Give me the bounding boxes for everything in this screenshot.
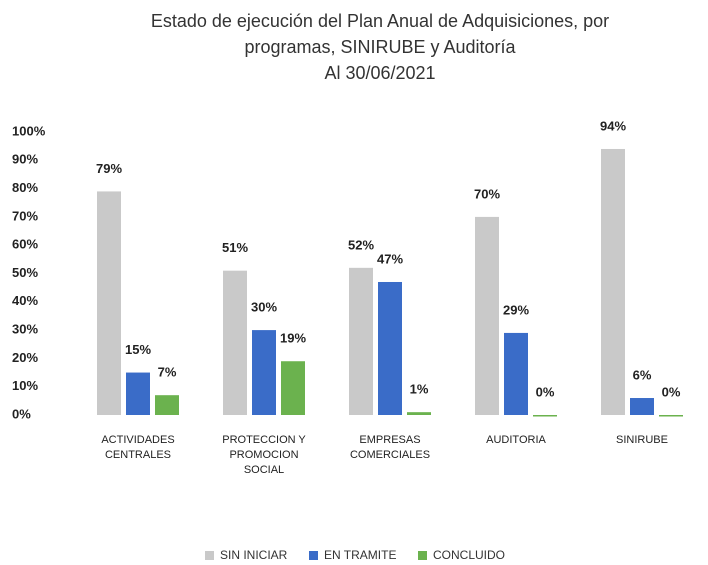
bar <box>126 372 150 415</box>
chart-title: Estado de ejecución del Plan Anual de Ad… <box>150 11 610 57</box>
x-tick-label: PROTECCION Y PROMOCION SOCIAL <box>222 434 306 476</box>
y-tick-label: 10% <box>12 378 38 393</box>
data-label: 0% <box>536 384 555 399</box>
data-label: 7% <box>158 365 177 380</box>
legend-swatch <box>205 550 214 560</box>
bar <box>378 281 402 415</box>
bar <box>252 330 276 415</box>
data-label: 19% <box>280 331 306 346</box>
legend-label: EN TRAMITE <box>324 548 397 562</box>
data-label: 70% <box>474 186 500 201</box>
bar <box>155 395 179 415</box>
x-tick-label: SINIRUBE <box>616 434 668 446</box>
bar <box>407 412 431 415</box>
bar <box>97 191 121 415</box>
y-tick-label: 70% <box>12 208 38 223</box>
x-tick-label: EMPRESAS COMERCIALES <box>349 434 431 461</box>
bar <box>659 415 683 417</box>
data-label: 1% <box>410 382 429 397</box>
y-tick-label: 100% <box>12 123 46 138</box>
data-label: 79% <box>96 161 122 176</box>
data-label: 6% <box>633 367 652 382</box>
y-tick-label: 60% <box>12 237 38 252</box>
y-tick-label: 90% <box>12 152 38 167</box>
x-tick-label: AUDITORIA <box>486 434 546 446</box>
data-label: 15% <box>125 342 151 357</box>
data-label: 94% <box>600 118 626 133</box>
bar <box>504 332 528 415</box>
bar <box>475 216 499 415</box>
y-tick-label: 40% <box>12 293 38 308</box>
bar <box>601 148 625 416</box>
data-label: 51% <box>222 240 248 255</box>
legend-item: CONCLUIDO <box>418 548 505 562</box>
legend-label: CONCLUIDO <box>433 548 506 562</box>
y-tick-label: 0% <box>12 406 31 421</box>
x-tick-label: ACTIVIDADES CENTRALES <box>101 434 175 461</box>
chart-subtitle: Al 30/06/2021 <box>324 63 436 83</box>
y-tick-label: 30% <box>12 322 38 337</box>
data-label: 47% <box>377 251 403 266</box>
bar <box>533 415 557 417</box>
bar <box>223 270 247 415</box>
data-label: 29% <box>503 302 529 317</box>
bar <box>281 361 305 415</box>
legend-item: SIN INICIAR <box>205 548 287 562</box>
bar <box>349 267 373 415</box>
y-tick-label: 50% <box>12 265 38 280</box>
y-tick-label: 20% <box>12 350 38 365</box>
data-label: 52% <box>348 237 374 252</box>
data-label: 30% <box>251 300 277 315</box>
bar <box>630 398 654 415</box>
y-tick-label: 80% <box>12 180 38 195</box>
legend-label: SIN INICIAR <box>220 548 288 562</box>
legend-swatch <box>309 550 318 560</box>
data-label: 0% <box>662 384 681 399</box>
legend-swatch <box>418 550 427 560</box>
legend-item: EN TRAMITE <box>309 548 396 562</box>
